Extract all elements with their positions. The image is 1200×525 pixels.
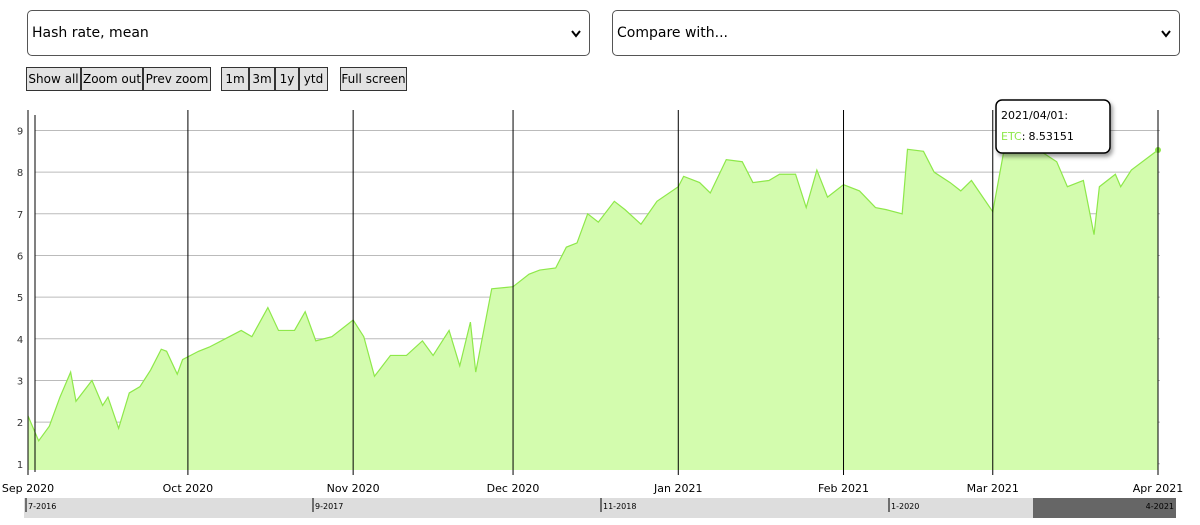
select-label: Hash rate, mean [32, 25, 149, 41]
navigator-label: 1-2020 [891, 502, 919, 511]
x-tick-label: Apr 2021 [1133, 482, 1184, 495]
y-tick-label: 2 [17, 418, 23, 429]
navigator [24, 498, 1176, 518]
y-tick-label: 9 [17, 126, 23, 137]
tooltip-separator: : [1022, 130, 1026, 143]
navigator-label: 11-2018 [603, 502, 636, 511]
y-tick-label: 4 [17, 335, 23, 346]
x-tick-label: Oct 2020 [163, 482, 214, 495]
x-tick-label: Jan 2021 [653, 482, 702, 495]
button[interactable]: Zoom out [81, 67, 143, 91]
y-tick-label: 8 [17, 168, 23, 179]
navigator-selection [1033, 498, 1176, 518]
y-tick-label: 1 [17, 460, 23, 471]
x-tick-label: Feb 2021 [818, 482, 869, 495]
area [28, 147, 1158, 470]
button[interactable]: Prev zoom [143, 67, 211, 91]
tooltip-value: ETC: 8.53151 [1001, 130, 1074, 143]
chevron [1161, 30, 1171, 38]
button[interactable]: ytd [299, 67, 328, 91]
button[interactable]: 3m [249, 67, 275, 91]
tooltip-title: 2021/04/01: [1001, 109, 1068, 122]
tooltip-box [995, 99, 1111, 154]
y-tick-label: 5 [17, 293, 23, 304]
chevron [571, 30, 581, 38]
tooltip: 2021/04/01: ETC: 8.53151 [995, 99, 1111, 154]
button[interactable]: Show all [26, 67, 81, 91]
y-tick-label: 3 [17, 376, 23, 387]
x-tick-label: Mar 2021 [967, 482, 1019, 495]
navigator-label: 4-2021 [1146, 502, 1174, 511]
y-tick-label: 6 [17, 251, 23, 262]
button[interactable]: 1y [275, 67, 299, 91]
compare-select[interactable]: Compare with... [612, 10, 1180, 56]
tooltip-series: ETC [1001, 130, 1022, 143]
select-label: Compare with... [617, 25, 729, 41]
x-tick-label: Dec 2020 [487, 482, 540, 495]
x-tick-label: Nov 2020 [327, 482, 380, 495]
y-tick-label: 7 [17, 210, 23, 221]
navigator-label: 7-2016 [28, 502, 56, 511]
x-tick-label: Sep 2020 [2, 482, 54, 495]
navigator-label: 9-2017 [315, 502, 343, 511]
line [27, 146, 1159, 443]
tooltip-number: 8.53151 [1028, 130, 1074, 143]
button[interactable]: 1m [221, 67, 249, 91]
button[interactable]: Full screen [340, 67, 407, 91]
metric-select[interactable]: Hash rate, mean [27, 10, 590, 56]
